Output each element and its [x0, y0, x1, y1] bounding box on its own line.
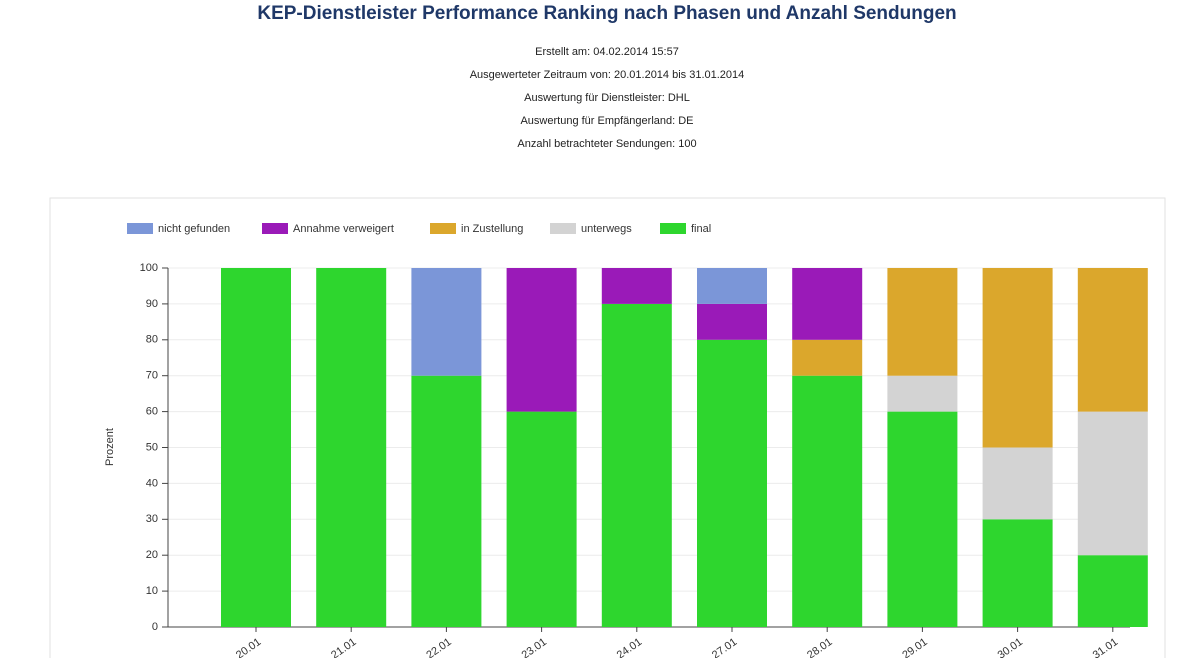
y-tick-label: 40: [146, 477, 158, 489]
legend-swatch: [262, 223, 288, 234]
bar-segment: [1077, 268, 1148, 412]
bar-segment: [792, 375, 863, 627]
bar-segment: [697, 268, 767, 304]
subtitle-line: Erstellt am: 04.02.2014 15:57: [535, 46, 679, 58]
legend-swatch: [660, 223, 686, 234]
y-tick-label: 30: [146, 513, 158, 525]
legend-label: unterwegs: [581, 223, 632, 235]
chart-title: KEP-Dienstleister Performance Ranking na…: [257, 3, 956, 24]
bar-segment: [887, 375, 958, 412]
bar-segment: [697, 339, 767, 627]
y-tick-label: 20: [146, 549, 158, 561]
bar-segment: [506, 268, 577, 412]
bar-segment: [506, 411, 577, 627]
bar-segment: [411, 268, 482, 376]
legend-label: nicht gefunden: [158, 223, 230, 235]
bar-segment: [601, 303, 672, 627]
y-tick-label: 0: [152, 621, 158, 633]
bar-segment: [982, 519, 1053, 627]
subtitle-line: Ausgewerteter Zeitraum von: 20.01.2014 b…: [470, 69, 745, 81]
subtitle-line: Auswertung für Empfängerland: DE: [520, 115, 693, 127]
legend-label: Annahme verweigert: [293, 223, 394, 235]
y-tick-label: 70: [146, 370, 158, 382]
y-tick-label: 60: [146, 406, 158, 418]
bar-segment: [1077, 411, 1148, 556]
bar-segment: [411, 375, 482, 627]
legend-label: final: [691, 223, 711, 235]
bar-segment: [792, 339, 863, 376]
y-axis-label: Prozent: [104, 428, 116, 466]
bar-segment: [887, 411, 958, 627]
subtitle-line: Anzahl betrachteter Sendungen: 100: [517, 138, 696, 150]
legend-swatch: [127, 223, 153, 234]
bar-segment: [1077, 555, 1148, 627]
y-tick-label: 10: [146, 585, 158, 597]
y-tick-label: 90: [146, 298, 158, 310]
bar-segment: [887, 268, 958, 376]
y-tick-label: 100: [140, 262, 158, 274]
bar-segment: [697, 303, 767, 340]
bar-segment: [792, 268, 863, 340]
bar-segment: [221, 268, 291, 627]
y-tick-label: 80: [146, 334, 158, 346]
y-tick-label: 50: [146, 441, 158, 453]
bar-segment: [982, 268, 1053, 448]
legend-swatch: [550, 223, 576, 234]
bar-segment: [316, 268, 387, 627]
subtitle-line: Auswertung für Dienstleister: DHL: [524, 92, 690, 104]
bar-segment: [982, 447, 1053, 520]
legend-swatch: [430, 223, 456, 234]
bar-segment: [601, 268, 672, 304]
legend-label: in Zustellung: [461, 223, 523, 235]
